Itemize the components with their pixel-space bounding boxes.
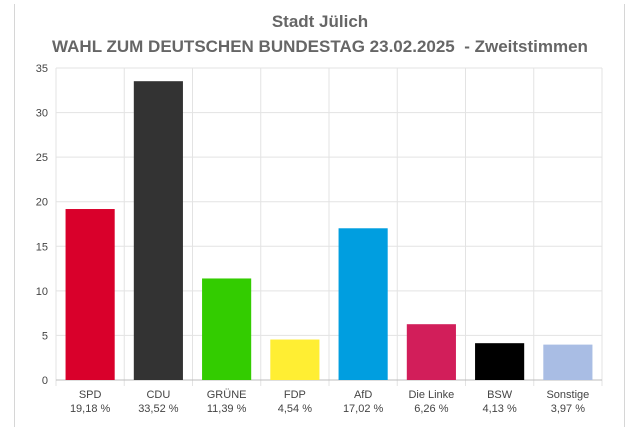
value-label: 4,13 % — [483, 403, 517, 415]
y-tick-label: 30 — [36, 108, 48, 120]
category-label: GRÜNE — [207, 389, 247, 401]
bar-bsw[interactable] — [475, 343, 525, 380]
category-label: CDU — [146, 389, 170, 401]
bar-spd[interactable] — [65, 209, 115, 380]
category-label: BSW — [487, 389, 513, 401]
bar-gr-ne[interactable] — [202, 278, 252, 380]
y-tick-label: 20 — [36, 197, 48, 209]
category-label: SPD — [79, 389, 102, 401]
category-label: Die Linke — [408, 389, 454, 401]
y-tick-label: 0 — [42, 375, 48, 387]
bar-fdp[interactable] — [270, 339, 320, 380]
bar-cdu[interactable] — [133, 81, 183, 380]
card-border-left — [14, 4, 15, 427]
value-label: 6,26 % — [414, 403, 448, 415]
category-label: AfD — [354, 389, 372, 401]
chart-title: Stadt Jülich — [271, 12, 369, 31]
y-axis-ticks: 0 5 10 15 20 25 30 35 — [36, 63, 48, 387]
x-axis-labels: SPD 19,18 % CDU 33,52 % GRÜNE 11,39 % FDP 4,54 … — [70, 389, 589, 415]
category-label: FDP — [284, 389, 306, 401]
y-tick-label: 35 — [36, 63, 48, 75]
chart-subtitle: WAHL ZUM DEUTSCHEN BUNDESTAG 23.02.2025 … — [52, 37, 588, 56]
value-label: 19,18 % — [70, 403, 111, 415]
y-tick-label: 15 — [36, 241, 48, 253]
y-tick-label: 5 — [42, 330, 48, 342]
value-label: 17,02 % — [343, 403, 384, 415]
value-label: 11,39 % — [207, 403, 247, 415]
y-tick-label: 25 — [36, 152, 48, 164]
bars — [65, 81, 593, 380]
y-tick-label: 10 — [36, 286, 48, 298]
value-label: 4,54 % — [278, 403, 312, 415]
bar-afd[interactable] — [338, 228, 388, 380]
bar-die-linke[interactable] — [406, 324, 456, 380]
card-border-right — [624, 4, 625, 427]
value-label: 3,97 % — [551, 403, 585, 415]
bar-sonstige[interactable] — [543, 344, 593, 380]
value-label: 33,52 % — [138, 403, 179, 415]
category-label: Sonstige — [546, 389, 589, 401]
